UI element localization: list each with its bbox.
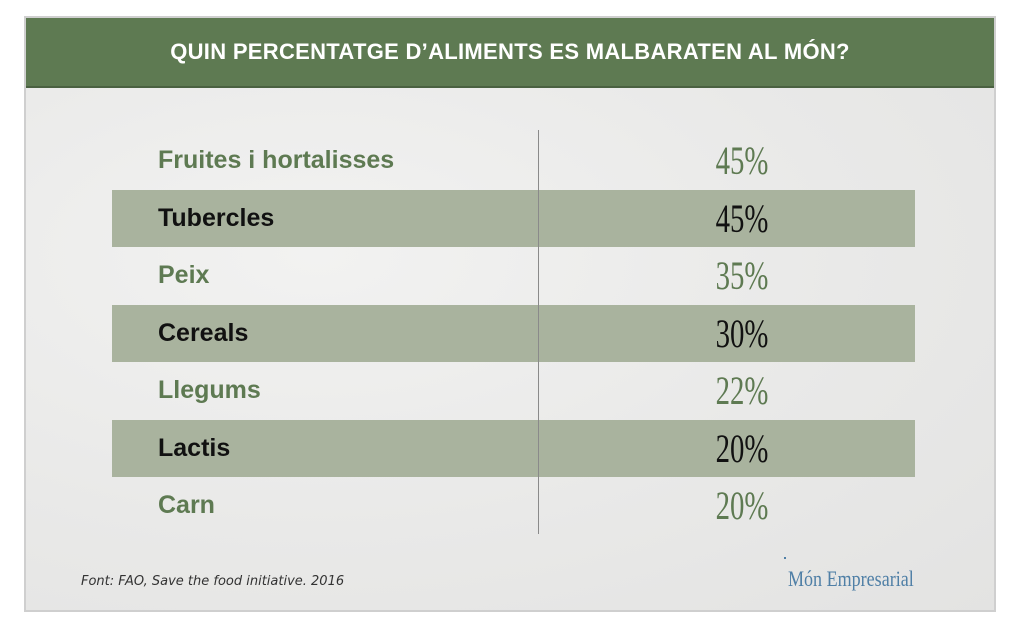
infographic-card: QUIN PERCENTATGE D’ALIMENTS ES MALBARATE… (24, 16, 996, 612)
table-row: Peix 35% (112, 247, 915, 304)
row-value: 30% (715, 310, 769, 356)
table-row: Lactis 20% (112, 419, 915, 477)
row-value: 20% (715, 425, 769, 471)
row-value: 20% (715, 483, 769, 528)
brand-mark (784, 557, 786, 559)
row-label: Lactis (158, 433, 231, 462)
row-label: Peix (158, 261, 210, 289)
row-label: Carn (158, 491, 215, 519)
row-value: 45% (715, 138, 769, 183)
table-row: Carn 20% (112, 477, 915, 534)
header-bar: QUIN PERCENTATGE D’ALIMENTS ES MALBARATE… (26, 18, 994, 88)
row-label: Fruites i hortalisses (158, 146, 395, 174)
table-row: Llegums 22% (112, 362, 915, 419)
chart-title: QUIN PERCENTATGE D’ALIMENTS ES MALBARATE… (170, 39, 850, 64)
row-value: 22% (715, 368, 769, 413)
row-label: Llegums (158, 376, 261, 404)
row-value: 35% (715, 253, 769, 298)
source-note: Font: FAO, Save the food initiative. 201… (81, 574, 345, 589)
row-label: Tubercles (158, 203, 275, 232)
row-value: 45% (715, 195, 769, 241)
column-divider (538, 130, 539, 534)
row-label: Cereals (158, 318, 249, 347)
table-row: Cereals 30% (112, 304, 915, 362)
table-row: Fruites i hortalisses 45% (112, 132, 915, 189)
brand-logo: Món Empresarial (788, 566, 914, 591)
table-row: Tubercles 45% (112, 189, 915, 247)
